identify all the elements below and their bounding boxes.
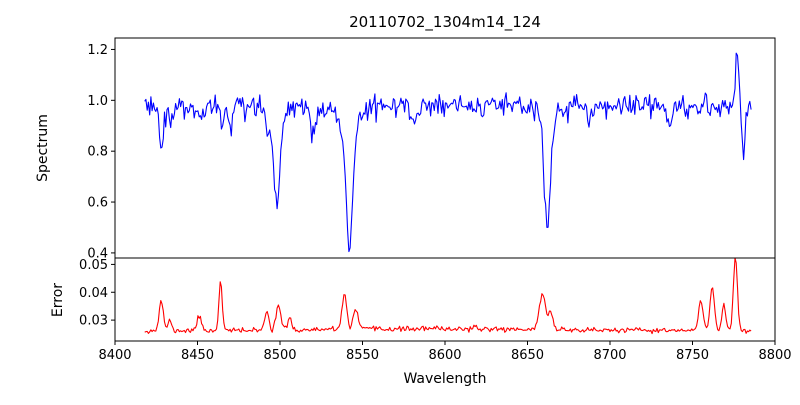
y-axis-label-spectrum: Spectrum — [35, 114, 51, 182]
panel-error: 0.03 0.04 0.05 — [79, 257, 776, 342]
x-tick-label: 8600 — [428, 348, 461, 363]
panel-border — [114, 257, 776, 342]
y-tick-label: 1.2 — [87, 43, 108, 58]
y-tick-label: 0.03 — [79, 314, 108, 329]
panel-border — [114, 37, 776, 259]
x-tick-label: 8750 — [676, 348, 709, 363]
x-tick-label: 8550 — [346, 348, 379, 363]
x-axis-label: Wavelength — [403, 371, 486, 387]
error-line — [144, 257, 752, 335]
y-tick-label: 0.04 — [79, 286, 108, 301]
chart-title: 20110702_1304m14_124 — [349, 13, 541, 32]
x-tick-label: 8800 — [758, 348, 791, 363]
x-tick-label: 8400 — [98, 348, 131, 363]
y-axis-label-error: Error — [50, 283, 66, 317]
panel-spectrum: 0.4 0.6 0.8 1.0 1.2 — [87, 37, 776, 261]
x-tick-label: 8700 — [593, 348, 626, 363]
y-tick-label: 1.0 — [87, 94, 108, 109]
x-axis-ticks: 8400 8450 8500 8550 8600 8650 8700 8750 8800 — [98, 341, 792, 363]
x-tick-label: 8450 — [181, 348, 214, 363]
y-tick-label: 0.4 — [87, 246, 108, 261]
spectrum-line — [144, 52, 752, 253]
x-tick-label: 8500 — [263, 348, 296, 363]
x-tick-label: 8650 — [511, 348, 544, 363]
y-tick-label: 0.6 — [87, 196, 108, 211]
y-tick-label: 0.05 — [79, 258, 108, 273]
y-tick-label: 0.8 — [87, 145, 108, 160]
